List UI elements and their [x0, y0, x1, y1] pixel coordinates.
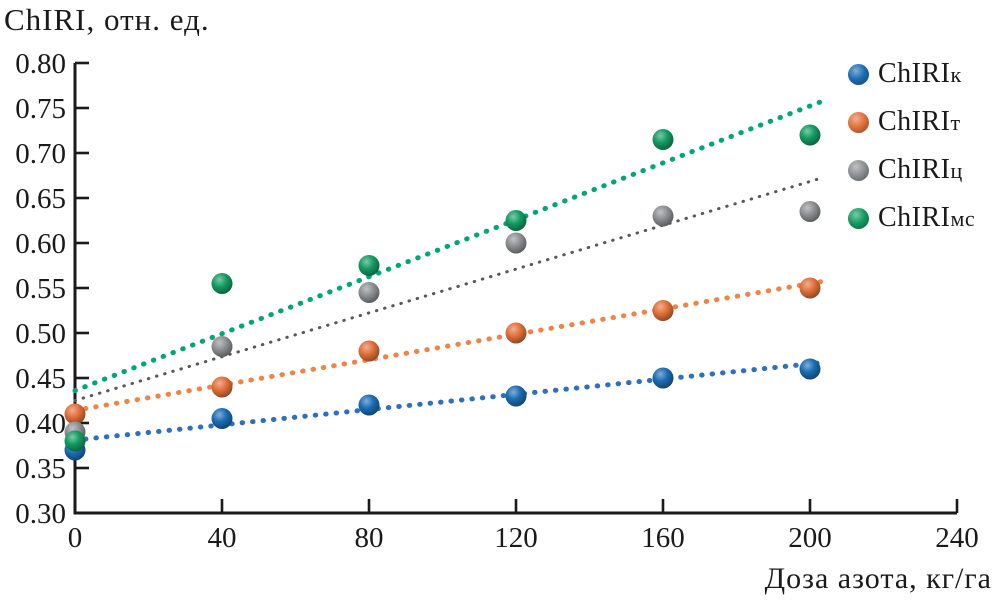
legend-marker-ms-icon	[848, 207, 869, 229]
x-tick-label: 120	[494, 522, 538, 554]
x-tick-label: 160	[641, 522, 685, 554]
data-point-к	[652, 367, 674, 389]
y-tick-label: 0.50	[15, 318, 66, 350]
legend-marker-ts-icon	[848, 159, 869, 181]
data-point-мс	[652, 129, 674, 150]
data-point-к	[505, 385, 527, 407]
data-point-к	[211, 408, 233, 429]
y-tick-label: 0.55	[15, 273, 66, 305]
trend-line-мс	[72, 99, 824, 394]
legend-item-ts: ChIRIц	[848, 146, 975, 194]
y-tick-label: 0.65	[15, 183, 66, 215]
data-point-ц	[652, 205, 674, 227]
data-point-ц	[505, 232, 527, 254]
legend: ChIRIк ChIRIт ChIRIц ChIRIмс	[848, 50, 975, 242]
chart-title: ChIRI, отн. ед.	[4, 2, 210, 37]
trend-line-т	[72, 279, 824, 413]
y-tick-label: 0.60	[15, 228, 66, 260]
legend-item-k: ChIRIк	[848, 50, 975, 98]
legend-label-ts: ChIRIц	[878, 154, 963, 185]
legend-label-t: ChIRIт	[878, 106, 961, 137]
data-point-т	[652, 300, 674, 321]
x-tick-label: 0	[68, 522, 83, 554]
data-point-т	[211, 376, 233, 398]
x-tick-label: 80	[355, 522, 384, 554]
x-tick-label: 240	[935, 522, 979, 554]
data-point-ц	[799, 201, 821, 222]
data-point-мс	[799, 124, 821, 146]
legend-label-k: ChIRIк	[878, 58, 962, 89]
legend-marker-t-icon	[848, 111, 869, 133]
trend-line-ц	[73, 176, 823, 402]
data-point-мс	[505, 210, 527, 231]
y-tick-label: 0.35	[15, 453, 66, 485]
x-tick-label: 40	[208, 522, 237, 554]
x-tick-label: 200	[788, 522, 832, 554]
data-point-т	[505, 322, 527, 344]
y-tick-label: 0.70	[15, 138, 66, 170]
data-point-т	[799, 277, 821, 299]
y-tick-label: 0.45	[15, 363, 66, 395]
data-point-т	[358, 340, 380, 362]
trend-line-к	[72, 360, 824, 443]
data-point-мс	[211, 273, 233, 294]
x-axis-label: Доза азота, кг/га	[764, 562, 992, 595]
data-point-ц	[358, 282, 380, 303]
data-point-к	[358, 394, 380, 416]
data-point-мс	[64, 430, 86, 452]
legend-label-ms: ChIRIмс	[878, 202, 976, 233]
data-point-к	[799, 358, 821, 380]
legend-item-t: ChIRIт	[848, 98, 975, 146]
data-point-мс	[358, 255, 380, 276]
y-tick-label: 0.40	[15, 408, 66, 440]
legend-item-ms: ChIRIмс	[848, 194, 975, 242]
data-point-т	[64, 403, 86, 425]
y-tick-label: 0.75	[15, 93, 66, 125]
y-tick-label: 0.30	[15, 498, 66, 530]
y-tick-label: 0.80	[15, 48, 66, 80]
data-point-ц	[211, 336, 233, 357]
legend-marker-k-icon	[848, 63, 869, 85]
